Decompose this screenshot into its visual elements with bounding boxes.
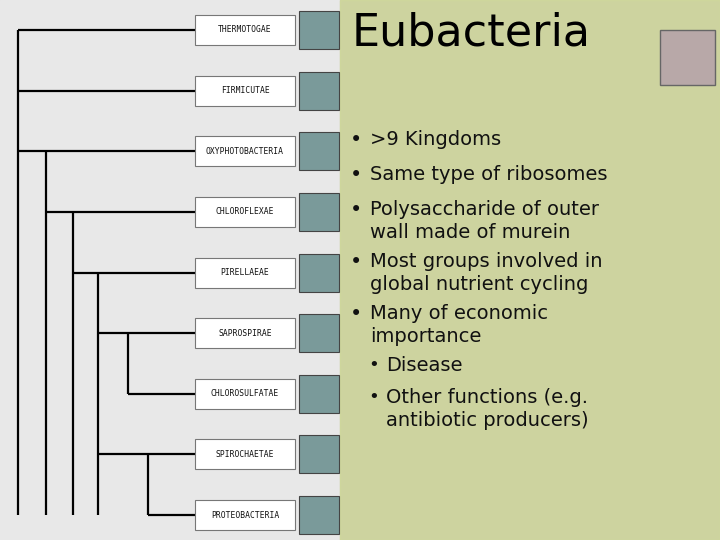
Bar [299,11,339,49]
Text: PIRELLAEAE: PIRELLAEAE [220,268,269,277]
Text: •: • [350,304,362,324]
Bar [340,0,720,540]
Text: SPIROCHAETAE: SPIROCHAETAE [216,450,274,459]
Text: •: • [350,252,362,272]
Bar [299,253,339,292]
Text: Many of economic
importance: Many of economic importance [370,304,548,346]
Bar [660,30,715,85]
Text: •: • [350,200,362,220]
Bar [299,375,339,413]
Bar [299,193,339,231]
Text: Eubacteria: Eubacteria [352,12,591,55]
Bar [195,379,295,409]
Text: Most groups involved in
global nutrient cycling: Most groups involved in global nutrient … [370,252,603,294]
Text: OXYPHOTOBACTERIA: OXYPHOTOBACTERIA [206,147,284,156]
Text: FIRMICUTAE: FIRMICUTAE [220,86,269,95]
Bar [195,258,295,287]
Text: THERMOTOGAE: THERMOTOGAE [218,25,272,35]
Bar [195,440,295,469]
Bar [195,318,295,348]
Bar [299,435,339,474]
Text: Other functions (e.g.
antibiotic producers): Other functions (e.g. antibiotic produce… [386,388,589,430]
Bar [0,0,340,540]
Bar [195,136,295,166]
Bar [195,197,295,227]
Text: CHLOROSULFATAE: CHLOROSULFATAE [211,389,279,399]
Text: SAPROSPIRAE: SAPROSPIRAE [218,329,272,338]
Text: PROTEOBACTERIA: PROTEOBACTERIA [211,510,279,519]
Text: Same type of ribosomes: Same type of ribosomes [370,165,608,184]
Text: Disease: Disease [386,356,462,375]
Text: >9 Kingdoms: >9 Kingdoms [370,130,501,149]
Text: CHLOROFLEXAE: CHLOROFLEXAE [216,207,274,217]
Bar [195,76,295,106]
Text: •: • [368,356,379,374]
Text: •: • [350,130,362,150]
Text: •: • [368,388,379,406]
Bar [195,15,295,45]
Bar [299,496,339,534]
Bar [299,72,339,110]
Text: •: • [350,165,362,185]
Bar [299,132,339,170]
Bar [299,314,339,352]
Bar [195,500,295,530]
Text: Polysaccharide of outer
wall made of murein: Polysaccharide of outer wall made of mur… [370,200,599,242]
Bar [340,0,720,540]
